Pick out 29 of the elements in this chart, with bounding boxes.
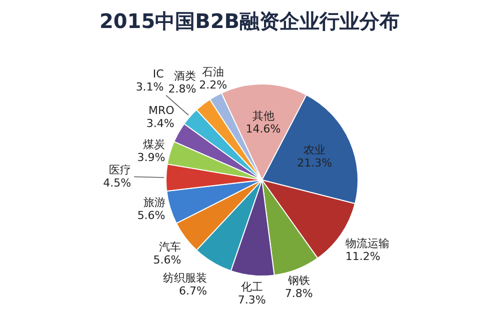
slice-label: 其他 — [252, 109, 274, 122]
data-label: 4.5% — [103, 176, 132, 190]
slice-label: 酒类 — [174, 70, 196, 83]
data-label: 11.2% — [345, 250, 380, 264]
data-label: 14.6% — [246, 122, 281, 136]
data-label: 7.8% — [284, 287, 313, 300]
data-label: 5.6% — [137, 209, 166, 222]
slice-label: 物流运输 — [345, 237, 390, 250]
slice-label: 农业 — [304, 143, 326, 156]
slice-label: 钢铁 — [286, 274, 310, 288]
data-label: 7.3% — [238, 293, 266, 306]
slice-label: 汽车 — [159, 240, 182, 254]
data-label: 2.2% — [199, 78, 228, 92]
data-label: 3.9% — [137, 151, 166, 164]
data-label: 21.3% — [297, 156, 332, 170]
slice-label: IC — [152, 67, 164, 80]
data-label: 2.8% — [168, 82, 196, 96]
chart-title: 2015中国B2B融资企业行业分布 — [99, 9, 400, 33]
slice-label: 石油 — [202, 66, 224, 79]
slice-label: MRO — [148, 104, 175, 117]
data-label: 3.1% — [136, 80, 164, 94]
data-label: 6.7% — [178, 284, 207, 298]
data-label: 5.6% — [153, 254, 182, 267]
data-label: 3.4% — [146, 116, 174, 130]
slice-label: 化工 — [240, 280, 263, 294]
slice-label: 旅游 — [143, 196, 166, 210]
slice-label: 煤炭 — [143, 138, 166, 152]
slice-label: 医疗 — [109, 164, 132, 177]
slice-label: 纺织服装 — [162, 272, 207, 285]
